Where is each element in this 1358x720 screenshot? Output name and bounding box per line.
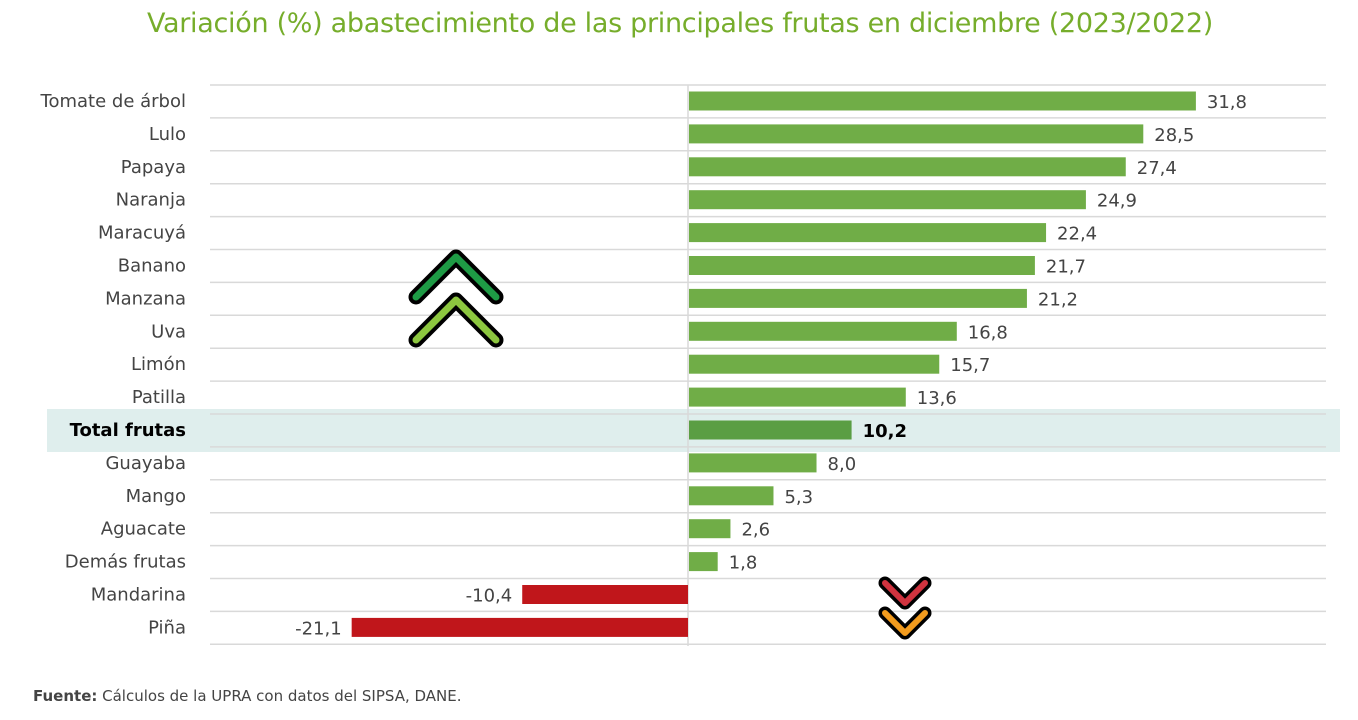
bar xyxy=(522,585,688,604)
data-label: 21,2 xyxy=(1038,289,1078,310)
bar xyxy=(689,124,1144,144)
data-label: 28,5 xyxy=(1154,125,1194,146)
bar xyxy=(689,486,774,506)
data-label: 8,0 xyxy=(828,454,857,475)
up-chevron-icon xyxy=(412,296,500,344)
data-label: 31,8 xyxy=(1207,92,1247,113)
source-label: Fuente: xyxy=(33,687,98,705)
category-label: Piña xyxy=(148,617,186,638)
source-note: Fuente: Cálculos de la UPRA con datos de… xyxy=(33,687,462,705)
data-label: 1,8 xyxy=(729,553,758,574)
category-label: Uva xyxy=(151,321,186,342)
source-text: Cálculos de la UPRA con datos del SIPSA,… xyxy=(97,687,462,705)
chart-title: Variación (%) abastecimiento de las prin… xyxy=(146,8,1214,39)
category-label: Demás frutas xyxy=(65,552,186,573)
bar xyxy=(689,453,817,473)
up-chevron-icon xyxy=(412,253,500,301)
data-label: -21,1 xyxy=(295,618,342,639)
category-label: Banano xyxy=(118,256,186,277)
bar xyxy=(689,190,1086,210)
bar xyxy=(351,617,688,637)
category-label: Patilla xyxy=(132,387,186,408)
bar xyxy=(689,387,906,407)
data-label: 2,6 xyxy=(741,520,770,541)
down-chevron-icon xyxy=(882,580,928,606)
category-label: Maracuyá xyxy=(98,223,186,244)
data-label: 10,2 xyxy=(863,421,907,442)
data-label: 21,7 xyxy=(1046,257,1086,278)
data-label: 13,6 xyxy=(917,388,957,409)
category-label: Tomate de árbol xyxy=(40,91,186,112)
category-label: Papaya xyxy=(121,157,186,178)
down-chevron-icon xyxy=(882,610,928,636)
category-label: Limón xyxy=(131,354,186,375)
bar xyxy=(689,321,957,341)
bar xyxy=(689,354,940,374)
up-chevron-icon-outline xyxy=(408,249,504,305)
bar xyxy=(689,519,731,539)
bar xyxy=(689,288,1027,308)
data-label: 22,4 xyxy=(1057,224,1097,245)
category-label: Mandarina xyxy=(91,585,186,606)
category-label: Aguacate xyxy=(101,519,186,540)
category-label: Manzana xyxy=(105,288,186,309)
bar xyxy=(689,420,852,440)
up-chevron-icon-outline xyxy=(408,292,504,348)
data-label: 15,7 xyxy=(950,355,990,376)
bar xyxy=(689,223,1047,243)
category-label: Guayaba xyxy=(105,453,186,474)
data-label: 24,9 xyxy=(1097,191,1137,212)
data-label: 27,4 xyxy=(1137,158,1177,179)
data-label: -10,4 xyxy=(466,586,513,607)
bar xyxy=(689,157,1126,177)
data-label: 5,3 xyxy=(784,487,813,508)
category-label: Total frutas xyxy=(70,420,186,441)
bar xyxy=(689,256,1035,275)
category-label: Naranja xyxy=(116,190,186,211)
category-label: Lulo xyxy=(149,124,186,145)
data-label: 16,8 xyxy=(968,322,1008,343)
bar xyxy=(689,552,718,572)
bar xyxy=(689,91,1196,111)
category-label: Mango xyxy=(126,486,186,507)
